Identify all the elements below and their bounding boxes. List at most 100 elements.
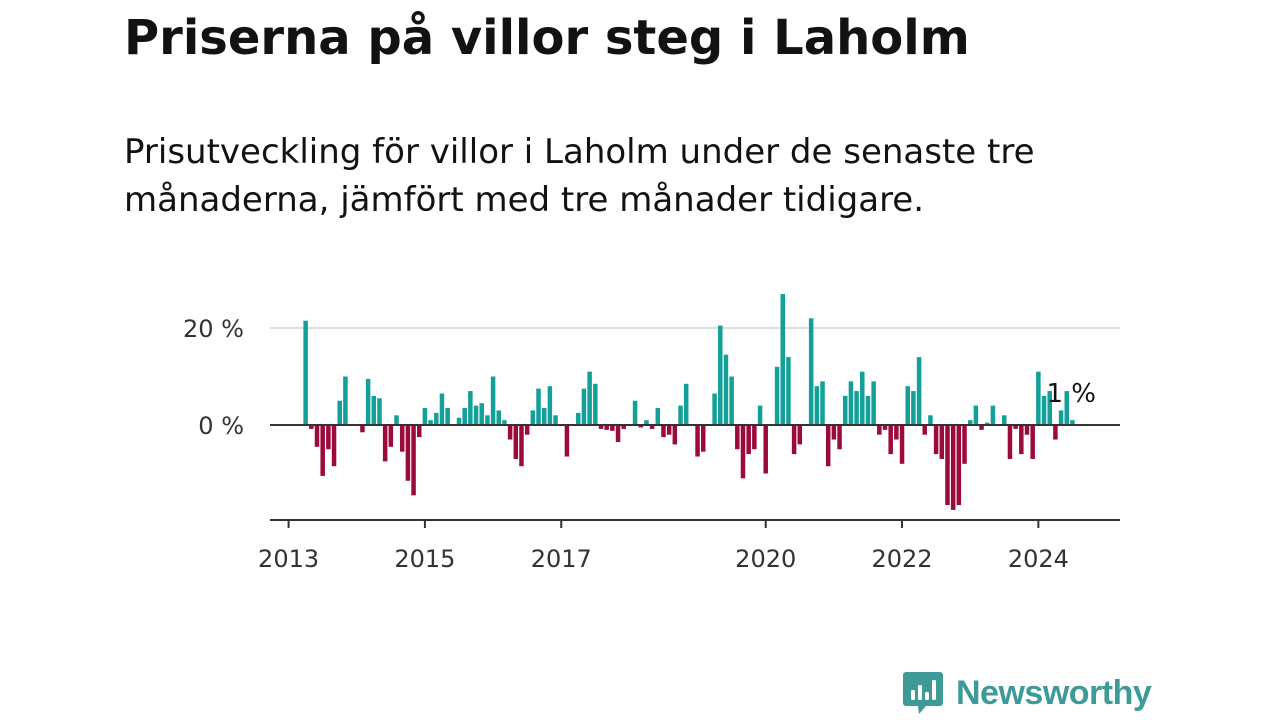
x-tick-label: 2022: [872, 545, 933, 573]
bar: [1036, 371, 1041, 425]
bar: [865, 395, 871, 425]
bar: [536, 388, 541, 426]
bar: [479, 403, 484, 425]
bar: [422, 408, 428, 425]
bar: [473, 405, 479, 425]
bar: [507, 425, 513, 440]
bar: [1024, 425, 1030, 435]
bar: [956, 425, 962, 506]
chart-subtitle: Prisutveckling för villor i Laholm under…: [124, 132, 1035, 220]
bar: [547, 386, 553, 425]
bar: [377, 398, 382, 425]
bar: [468, 391, 473, 425]
x-tick-label: 2017: [531, 545, 592, 573]
bar: [615, 425, 621, 442]
x-tick-label: 2015: [394, 545, 455, 573]
bar: [365, 378, 371, 425]
bar: [331, 425, 337, 467]
bar: [513, 425, 519, 459]
bar: [360, 425, 365, 433]
bar: [337, 400, 342, 425]
bar: [644, 420, 649, 425]
bar: [746, 425, 751, 455]
bar: [485, 415, 490, 425]
bar: [1030, 425, 1035, 459]
bar: [888, 425, 893, 455]
bar: [837, 425, 842, 450]
bar: [1013, 425, 1018, 429]
bar: [967, 420, 973, 425]
bar: [831, 425, 837, 440]
bar: [502, 420, 507, 425]
bar: [962, 425, 967, 464]
bar: [1041, 395, 1047, 425]
bar: [791, 425, 797, 455]
bar: [1053, 425, 1058, 440]
bar: [990, 405, 996, 425]
bar: [911, 391, 916, 425]
bar: [945, 425, 950, 506]
bar: [979, 425, 984, 430]
bar: [587, 371, 592, 425]
bar: [871, 381, 876, 425]
bar: [309, 425, 314, 429]
bar: [610, 425, 615, 431]
bar: [490, 376, 496, 425]
bar: [740, 425, 746, 479]
bar: [1058, 410, 1064, 425]
bar: [763, 425, 768, 474]
bar: [439, 393, 445, 425]
bar: [899, 425, 905, 464]
bar: [848, 381, 854, 425]
bar: [382, 425, 388, 462]
bar: [729, 376, 734, 425]
bar: [581, 388, 587, 426]
bar: [434, 412, 439, 426]
bar: [774, 366, 780, 425]
bar: [649, 425, 655, 429]
bar: [712, 393, 717, 425]
bar: [820, 381, 825, 425]
bar: [524, 425, 530, 435]
bar: [632, 400, 638, 425]
x-tick-label: 2024: [1008, 545, 1069, 573]
newsworthy-logo-icon: [903, 672, 943, 714]
x-tick-label: 2020: [735, 545, 796, 573]
bar: [933, 425, 939, 455]
bar: [445, 408, 450, 425]
newsworthy-brand[interactable]: Newsworthy: [902, 670, 1152, 716]
bar: [320, 425, 325, 476]
bar: [564, 425, 570, 457]
bar: [905, 386, 910, 425]
bar: [814, 386, 820, 425]
bar: [695, 425, 700, 457]
bar: [939, 425, 945, 459]
bar: [723, 354, 729, 425]
bar: [405, 425, 411, 481]
bar: [399, 425, 405, 452]
bar: [314, 425, 320, 447]
bar: [456, 417, 462, 425]
bar: [786, 357, 791, 425]
bar: [757, 405, 763, 425]
bar: [394, 415, 399, 425]
bar: [1047, 391, 1052, 425]
bar: [428, 420, 433, 425]
bar: [621, 425, 626, 429]
bar: [877, 425, 882, 435]
bar: [1002, 415, 1007, 425]
bar: [860, 371, 865, 425]
bar: [928, 415, 933, 425]
bar: [411, 425, 416, 496]
bar: [922, 425, 928, 435]
bar: [700, 425, 706, 452]
bar: [576, 412, 581, 426]
bar: [593, 383, 598, 425]
bar: [882, 425, 888, 430]
bar: [1007, 425, 1013, 459]
latest-value-label: 1 %: [1046, 379, 1096, 409]
bar: [1019, 425, 1024, 455]
bar: [825, 425, 831, 467]
bar: [984, 422, 990, 425]
